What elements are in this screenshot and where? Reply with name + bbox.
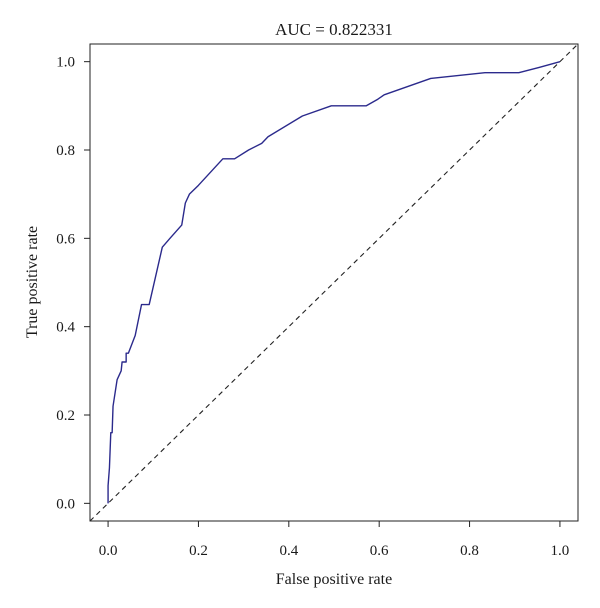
y-tick-label: 0.8: [56, 143, 75, 159]
x-tick-label: 0.6: [370, 543, 389, 559]
y-tick-label: 0.4: [56, 320, 75, 336]
x-tick-label: 0.2: [189, 543, 208, 559]
reference-diagonal-line: [89, 43, 579, 522]
plot-frame: [89, 43, 579, 522]
y-axis: 0.0 0.2 0.4 0.6 0.8 1.0: [56, 55, 90, 512]
x-tick-label: 0.0: [99, 543, 118, 559]
chart-title: AUC = 0.822331: [275, 20, 393, 39]
y-tick-label: 0.0: [56, 496, 75, 512]
x-tick-label: 1.0: [551, 543, 570, 559]
y-tick-label: 0.2: [56, 408, 75, 424]
x-axis-label: False positive rate: [276, 571, 392, 588]
y-tick-label: 0.6: [56, 231, 75, 247]
roc-curve: [107, 60, 561, 504]
plot-area: [89, 43, 579, 522]
y-tick-label: 1.0: [56, 55, 75, 71]
x-tick-label: 0.4: [279, 543, 298, 559]
x-tick-label: 0.8: [460, 543, 479, 559]
y-axis-label: True positive rate: [24, 226, 41, 338]
x-axis: 0.0 0.2 0.4 0.6 0.8 1.0: [99, 521, 570, 559]
